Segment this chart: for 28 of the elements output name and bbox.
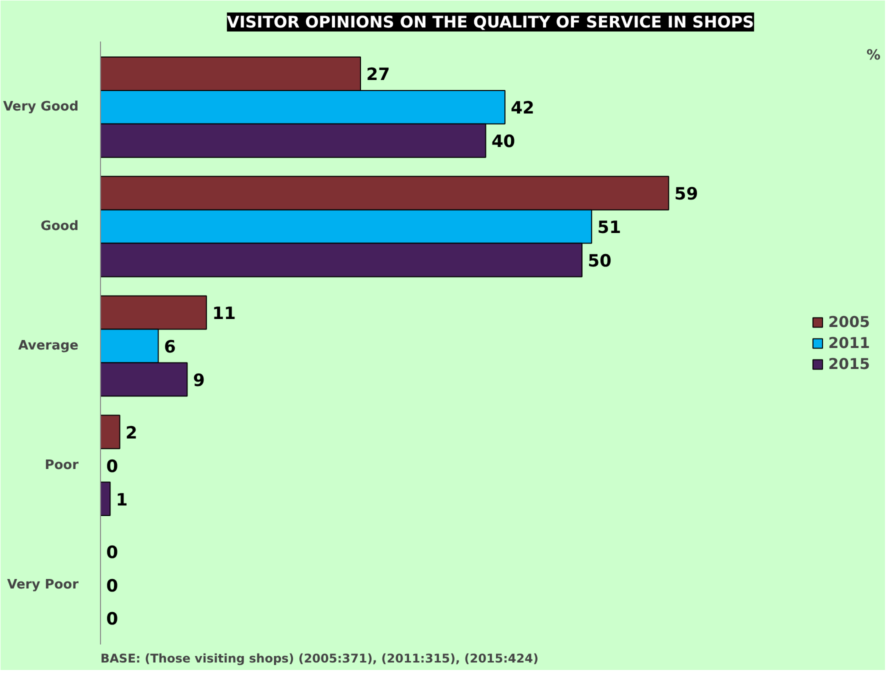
- data-label: 6: [164, 337, 176, 358]
- data-label: 51: [597, 218, 622, 238]
- data-label: 42: [510, 98, 534, 119]
- bar: [100, 482, 111, 516]
- bar: [100, 414, 120, 450]
- data-label: 40: [491, 132, 516, 152]
- data-label: 59: [674, 184, 698, 205]
- legend-label: 2015: [828, 354, 870, 372]
- text: BASE: (Those visiting shops) (2005:371), (2011:315), (2015:424): [100, 652, 538, 666]
- chart-title: VISITOR OPINIONS ON THE QUALITY OF SERVICE IN SHOPS: [226, 12, 754, 32]
- y-tick-label: Poor: [44, 458, 80, 473]
- data-label: 50: [588, 252, 612, 272]
- data-label: 2: [126, 423, 138, 444]
- y-tick-label: Very Good: [3, 100, 79, 115]
- data-label: 0: [106, 576, 118, 596]
- annotation: %: [866, 48, 881, 64]
- data-label: 27: [366, 65, 390, 86]
- y-tick-label: Very Poor: [7, 577, 80, 592]
- legend-label: 2011: [828, 334, 870, 352]
- data-label: 11: [212, 304, 236, 324]
- data-label: 1: [116, 490, 128, 510]
- data-label: 0: [106, 456, 118, 477]
- legend-label: 2005: [828, 312, 870, 330]
- data-label: 0: [106, 542, 118, 563]
- data-label: 0: [106, 610, 118, 630]
- y-tick-label: Average: [18, 338, 79, 354]
- y-tick-label: Good: [40, 219, 79, 234]
- data-label: 9: [192, 370, 205, 391]
